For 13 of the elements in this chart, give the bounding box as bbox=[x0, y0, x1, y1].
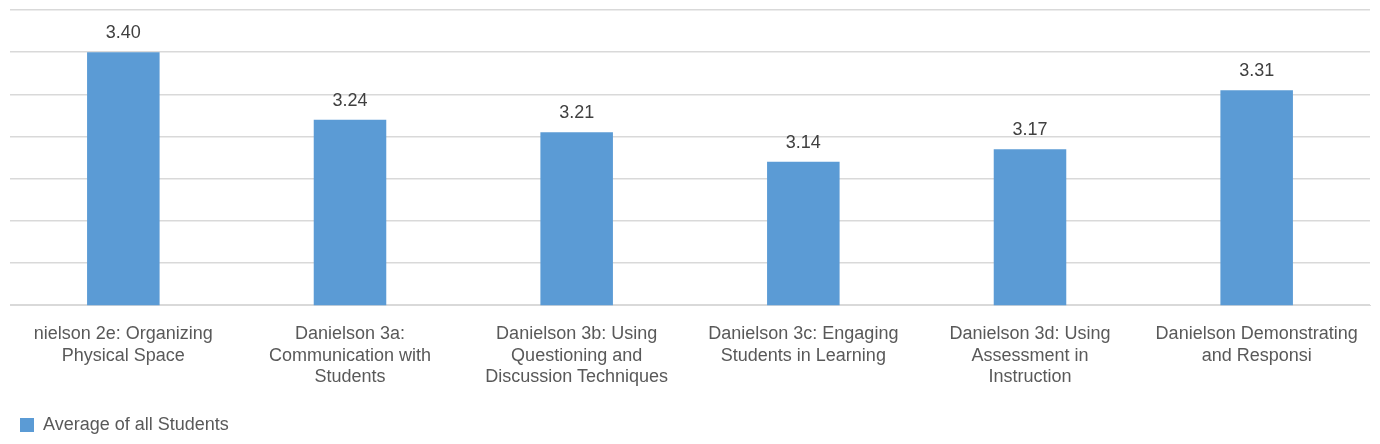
legend-label: Average of all Students bbox=[43, 413, 229, 434]
x-tick-label: Danielson Demonstrating and Responsi bbox=[1155, 322, 1358, 365]
data-label: 3.31 bbox=[1239, 60, 1275, 81]
data-label: 3.40 bbox=[105, 22, 141, 43]
x-tick-label: Danielson 3b: Using Questioning and Discussion Techniques bbox=[485, 322, 669, 387]
data-label: 3.17 bbox=[1012, 119, 1048, 140]
data-label: 3.14 bbox=[785, 131, 821, 152]
x-tick-label: Danielson 3c: Engaging Students in Learning bbox=[708, 322, 899, 365]
x-tick-label: Danielson 3d: Using Assessment in Instruction bbox=[949, 322, 1111, 387]
data-label: 3.21 bbox=[559, 102, 595, 123]
x-tick-label: nielson 2e: Organizing Physical Space bbox=[33, 322, 213, 365]
x-tick-label: Danielson 3a: Communication with Students bbox=[268, 322, 432, 387]
data-label: 3.24 bbox=[332, 89, 368, 110]
